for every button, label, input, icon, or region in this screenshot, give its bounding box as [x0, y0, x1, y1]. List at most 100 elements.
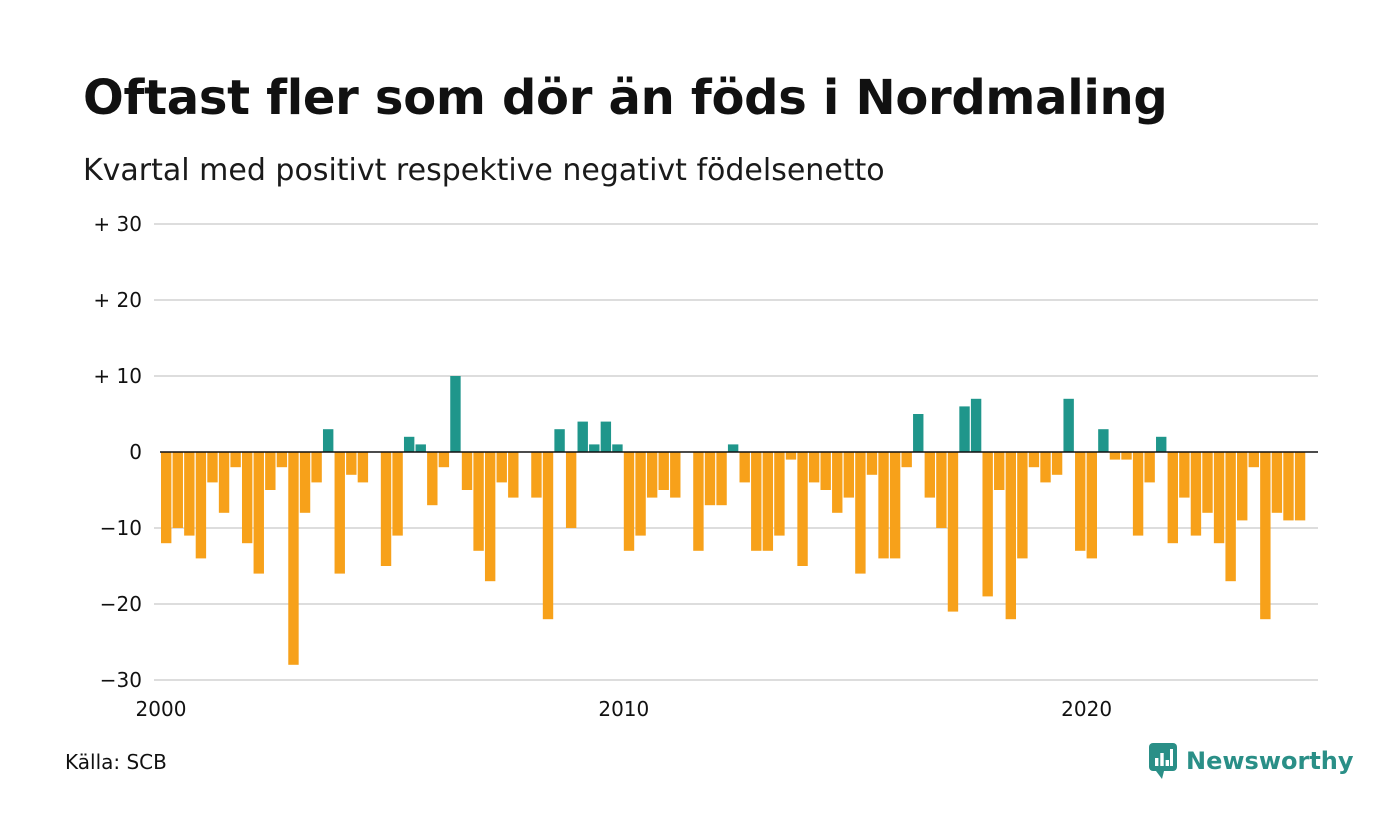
brand-name: Newsworthy: [1186, 747, 1354, 775]
bar-negative: [1237, 452, 1248, 521]
bar-positive: [1063, 398, 1074, 452]
bar-negative: [230, 452, 241, 468]
bar-negative: [207, 452, 218, 483]
bar-negative: [1028, 452, 1040, 468]
bar-negative: [1167, 452, 1178, 544]
bar-negative: [1005, 452, 1017, 620]
bar-negative: [820, 452, 831, 490]
bar-negative: [1283, 452, 1294, 521]
y-tick-label: 0: [129, 440, 142, 464]
bar-negative: [1109, 452, 1121, 460]
bar-negative: [1144, 452, 1155, 483]
bar-negative: [288, 452, 299, 665]
y-tick-label: + 30: [93, 212, 142, 236]
bar-negative: [172, 452, 183, 528]
bar-negative: [646, 452, 658, 498]
bar-positive: [577, 421, 588, 452]
bar-negative: [855, 452, 866, 574]
newsworthy-logo-icon: [1149, 743, 1177, 779]
bar-negative: [427, 452, 438, 506]
bar-negative: [473, 452, 484, 551]
bar-negative: [994, 452, 1005, 490]
x-tick-label: 2020: [1061, 697, 1112, 721]
bar-positive: [322, 429, 334, 452]
y-tick-label: −20: [100, 592, 142, 616]
bar-negative: [924, 452, 936, 498]
x-tick-label: 2000: [136, 697, 187, 721]
source-text: Källa: SCB: [65, 750, 167, 774]
bar-negative: [1040, 452, 1051, 483]
bar-negative: [1132, 452, 1144, 536]
bar-negative: [276, 452, 288, 468]
bar-negative: [762, 452, 774, 551]
bar-negative: [670, 452, 681, 498]
bar-negative: [1248, 452, 1259, 468]
bar-positive: [1156, 436, 1167, 452]
bar-positive: [554, 429, 565, 452]
bar-negative: [531, 452, 542, 498]
bar-negative: [1179, 452, 1190, 498]
y-tick-label: −30: [100, 668, 142, 692]
bar-positive: [450, 376, 461, 452]
bar-negative: [936, 452, 947, 528]
bar-negative: [496, 452, 507, 483]
bar-positive: [959, 406, 970, 452]
bar-negative: [751, 452, 762, 551]
bar-negative: [1086, 452, 1097, 559]
y-tick-label: −10: [100, 516, 142, 540]
bar-negative: [889, 452, 901, 559]
bar-negative: [739, 452, 750, 483]
y-tick-label: + 20: [93, 288, 142, 312]
chart-title: Oftast fler som dör än föds i Nordmaling: [83, 70, 1168, 126]
bar-negative: [1121, 452, 1132, 460]
bar-negative: [843, 452, 855, 498]
bar-positive: [403, 436, 415, 452]
bar-negative: [1225, 452, 1236, 582]
bar-positive: [970, 398, 982, 452]
bar-negative: [241, 452, 253, 544]
bar-negative: [704, 452, 716, 506]
bar-negative: [878, 452, 889, 559]
bar-positive: [913, 414, 924, 452]
bar-negative: [635, 452, 646, 536]
bar-negative: [461, 452, 473, 490]
bar-negative: [438, 452, 450, 468]
bar-negative: [392, 452, 403, 536]
bar-negative: [1051, 452, 1063, 475]
bar-negative: [1075, 452, 1086, 551]
bar-positive: [1098, 429, 1109, 452]
bar-negative: [380, 452, 392, 566]
bar-negative: [623, 452, 635, 551]
bar-negative: [832, 452, 843, 513]
bar-negative: [346, 452, 357, 475]
bar-negative: [357, 452, 369, 483]
bar-negative: [1294, 452, 1306, 521]
bar-negative: [484, 452, 496, 582]
bar-negative: [253, 452, 264, 574]
bar-negative: [184, 452, 195, 536]
bar-negative: [195, 452, 207, 559]
bar-negative: [1190, 452, 1202, 536]
bar-negative: [161, 452, 172, 544]
bar-negative: [658, 452, 669, 490]
brand-logo[interactable]: Newsworthy: [1148, 742, 1354, 780]
bar-negative: [901, 452, 912, 468]
bar-negative: [1017, 452, 1028, 559]
bar-negative: [1260, 452, 1271, 620]
bar-negative: [218, 452, 230, 513]
bar-positive: [589, 444, 600, 452]
bar-negative: [866, 452, 878, 475]
bar-negative: [334, 452, 345, 574]
chart-subtitle: Kvartal med positivt respektive negativt…: [83, 153, 885, 188]
x-tick-label: 2010: [598, 697, 649, 721]
y-tick-label: + 10: [93, 364, 142, 388]
bar-negative: [565, 452, 577, 528]
bar-negative: [947, 452, 959, 612]
bar-negative: [311, 452, 322, 483]
bar-negative: [808, 452, 820, 483]
bar-negative: [716, 452, 727, 506]
bar-positive: [415, 444, 426, 452]
bar-negative: [1213, 452, 1225, 544]
bar-negative: [265, 452, 276, 490]
bar-negative: [785, 452, 797, 460]
